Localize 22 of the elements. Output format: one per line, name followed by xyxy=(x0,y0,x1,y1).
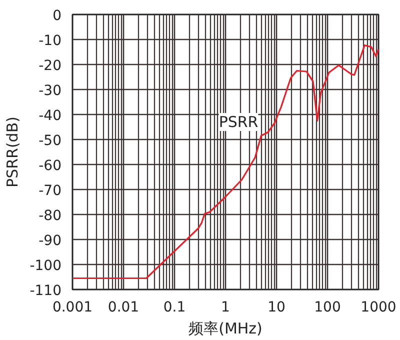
y-tick-label: -110 xyxy=(30,283,62,299)
y-tick-label: -50 xyxy=(38,133,62,149)
x-tick-label: 0.01 xyxy=(108,300,140,316)
y-tick-label: -20 xyxy=(38,58,62,74)
y-tick-label: -100 xyxy=(30,258,62,274)
y-tick-label: -70 xyxy=(38,183,62,199)
y-tick-label: -10 xyxy=(38,33,62,49)
x-tick-label: 1000 xyxy=(360,300,396,316)
y-tick-label: -90 xyxy=(38,233,62,249)
y-tick-label: 0 xyxy=(52,8,62,24)
x-tick-label: 10 xyxy=(268,300,286,316)
x-axis-title: 频率(MHz) xyxy=(188,320,262,338)
x-tick-label: 1 xyxy=(221,300,230,316)
y-tick-label: -40 xyxy=(38,108,62,124)
y-tick-label: -80 xyxy=(38,208,62,224)
y-tick-label: -30 xyxy=(38,83,62,99)
annotation: PSRR xyxy=(218,113,258,131)
x-tick-label: 100 xyxy=(314,300,341,316)
y-tick-label: -60 xyxy=(38,158,62,174)
y-axis-title: PSRR(dB) xyxy=(4,116,22,188)
x-tick-label: 0.001 xyxy=(52,300,93,316)
x-tick-label: 0.1 xyxy=(163,300,186,316)
